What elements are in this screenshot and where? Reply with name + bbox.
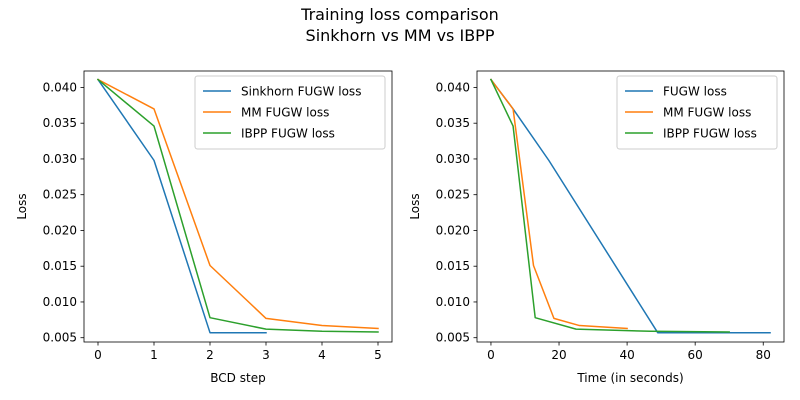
chart-1-y-tick-label: 0.025 [43,188,77,202]
chart-1-legend: Sinkhorn FUGW loss MM FUGW loss IBPP FUGW … [194,75,386,150]
chart-1-axes-frame [83,70,393,343]
chart-1-legend-label-2: MM FUGW loss [241,106,329,120]
chart-1-x-tick-label: 5 [374,348,382,362]
chart-2-y-axis-label: Loss [408,193,422,219]
chart-2: 0 20 40 60 80 0.005 0.010 0.015 0.020 0.025 0.030 0… [408,70,785,385]
chart-1-x-tick-label: 0 [94,348,102,362]
chart-2-legend: FUGW loss MM FUGW loss IBPP FUGW loss [616,75,778,150]
chart-1-y-tick-label: 0.015 [43,259,77,273]
chart-2-y-tick-label: 0.020 [436,223,470,237]
chart-1-x-axis-label: BCD step [210,371,265,385]
chart-1: 0 1 2 3 4 5 0.005 0.010 0.015 0.020 0.025 0.030 0.03… [15,70,393,385]
chart-2-legend-label-2: MM FUGW loss [663,106,751,120]
chart-2-y-tick-label: 0.035 [436,116,470,130]
chart-1-legend-label-3: IBPP FUGW loss [241,127,335,141]
chart-2-y-tick-label: 0.010 [436,295,470,309]
chart-2-axes-frame [476,70,785,343]
chart-2-y-tick-label: 0.015 [436,259,470,273]
chart-2-series-line-2 [489,78,628,330]
figure-title-line2: Sinkhorn vs MM vs IBPP [305,26,495,45]
chart-2-legend-box [616,75,778,150]
chart-2-x-tick-label: 0 [487,348,495,362]
chart-2-y-tick-label: 0.005 [436,331,470,345]
chart-1-x-tick-label: 4 [318,348,326,362]
chart-2-x-tick-label: 80 [756,348,771,362]
chart-2-series-line-3 [489,78,730,333]
chart-1-legend-box [194,75,386,150]
chart-2-legend-label-1: FUGW loss [663,85,727,99]
chart-2-x-tick-label: 20 [551,348,566,362]
chart-1-y-tick-label: 0.035 [43,116,77,130]
figure-title-line1: Training loss comparison [301,5,499,24]
chart-1-y-tick-label: 0.040 [43,80,77,94]
chart-1-series-line-3 [96,78,379,333]
chart-1-y-tick-label: 0.005 [43,331,77,345]
chart-1-y-axis-label: Loss [15,193,29,219]
chart-1-legend-label-1: Sinkhorn FUGW loss [241,85,361,99]
chart-2-x-tick-label: 40 [619,348,634,362]
chart-1-y-tick-label: 0.020 [43,223,77,237]
chart-1-y-tick-label: 0.030 [43,152,77,166]
chart-1-x-tick-label: 2 [206,348,214,362]
chart-2-y-tick-label: 0.030 [436,152,470,166]
chart-2-y-tick-label: 0.025 [436,188,470,202]
chart-1-y-tick-label: 0.010 [43,295,77,309]
chart-1-series-line-1 [96,78,267,334]
chart-2-y-tick-label: 0.040 [436,80,470,94]
chart-1-x-tick-label: 3 [262,348,270,362]
chart-2-x-axis-label: Time (in seconds) [576,371,683,385]
chart-2-x-tick-label: 60 [688,348,703,362]
chart-2-legend-label-3: IBPP FUGW loss [663,127,757,141]
chart-1-series-line-2 [96,78,379,330]
chart-1-x-tick-label: 1 [150,348,158,362]
